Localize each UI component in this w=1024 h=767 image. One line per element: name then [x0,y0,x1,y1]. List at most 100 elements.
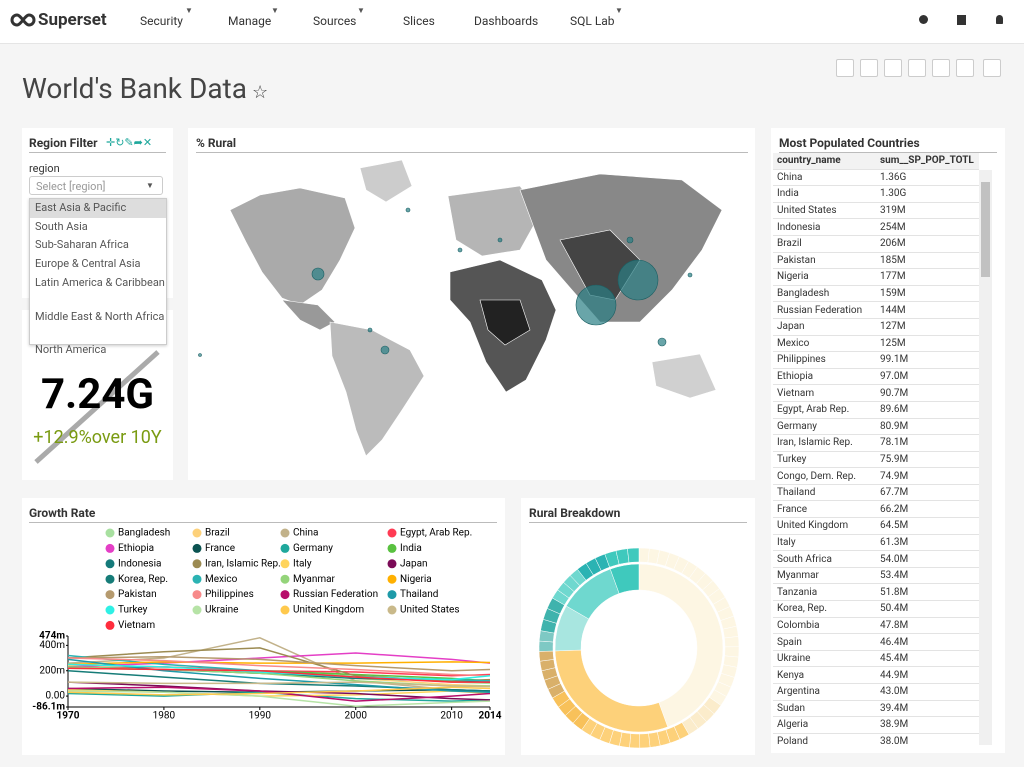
option[interactable]: Middle East & North Africa [35,310,165,323]
table-cell: 53.4M [876,567,979,585]
table-cell: 44.9M [876,666,979,684]
table-row: China 1.36G [773,169,979,187]
nav-item[interactable]: Security [140,14,183,28]
navbar: Superset Security Manage Sources Slices … [0,0,1024,44]
nav-item[interactable]: Sources [313,14,357,28]
nav-item[interactable]: Dashboards [474,14,539,28]
add-button[interactable] [860,59,878,77]
table-row: Mexico 125M [773,335,979,353]
table-row: Nigeria 177M [773,268,979,286]
table-cell: 99.1M [876,351,979,369]
table-cell: 38.0M [876,733,979,748]
table-cell: 144M [876,301,979,319]
table-cell: 159M [876,285,979,303]
docs-icon[interactable] [957,15,966,25]
table-row: Italy 61.3M [773,534,979,552]
table-cell: 206M [876,235,979,253]
table: country_name sum__SP_POP_TOTL China 1.36G In… [773,153,979,748]
change: +12.9%over 10Y [33,427,162,448]
table-cell: 64.5M [876,517,979,535]
table-cell: 38.9M [876,716,979,734]
table-row: Algeria 38.9M [773,716,979,734]
nav-item[interactable]: Manage [228,14,272,28]
filter-button[interactable] [908,59,926,77]
option[interactable]: South Asia [35,219,88,233]
nav-item[interactable]: Slices [403,14,435,28]
caret: ▼ [357,6,365,15]
option[interactable]: Europe & Central Asia [35,256,141,270]
table-cell: United Kingdom [773,517,876,535]
table-cell: Philippines [773,351,876,369]
table-cell: Bangladesh [773,285,876,303]
column-header[interactable]: country_name [773,153,876,170]
column-header[interactable]: sum__SP_POP_TOTL [876,153,979,170]
logo [10,13,36,27]
table-row: Tanzania 51.8M [773,583,979,602]
github-icon[interactable] [919,15,928,24]
table-cell: 90.7M [876,384,979,402]
table-cell: Thailand [773,484,876,502]
save-button[interactable] [983,59,1001,77]
interval-button[interactable] [884,59,902,77]
table-row: Thailand 67.7M [773,484,979,502]
table-cell: 125M [876,335,979,353]
refresh-button[interactable] [836,59,854,77]
dashboard-title: World's Bank Data [22,72,247,105]
table-cell: China [773,169,876,187]
select[interactable]: Select [region] [29,176,163,195]
table-cell: 127M [876,318,979,336]
panel-controls[interactable]: ✛↻✎➦✕ [106,136,153,149]
table-panel: Most Populated Countries country_name sum… [771,128,1005,753]
table-row: France 66.2M [773,500,979,519]
user-icon[interactable] [996,15,1003,24]
caret: ▼ [185,6,193,15]
growth-panel: Growth Rate [22,498,505,755]
table-row: South Africa 54.0M [773,550,979,568]
filter-label: region [29,162,60,175]
table-cell: 54.0M [876,550,979,568]
table-cell: 47.8M [876,617,979,635]
table-cell: 43.0M [876,683,979,701]
brand[interactable]: Superset [38,10,107,30]
table-row: Spain 46.4M [773,633,979,651]
table-cell: Congo, Dem. Rep. [773,467,876,485]
table-cell: Egypt, Arab Rep. [773,401,876,419]
scrollbar[interactable] [979,170,992,745]
table-row: Iran, Islamic Rep. 78.1M [773,434,979,452]
table-cell: 51.8M [876,583,979,602]
star[interactable]: ☆ [252,82,269,103]
table-cell: Kenya [773,666,876,684]
nav-item[interactable]: SQL Lab [570,14,615,28]
table-cell: Spain [773,633,876,651]
option[interactable]: East Asia & Pacific [30,199,166,218]
table-row: Egypt, Arab Rep. 89.6M [773,401,979,419]
panel-title: Rural Breakdown [529,506,747,523]
table-cell: 89.6M [876,401,979,419]
table-row: Congo, Dem. Rep. 74.9M [773,467,979,485]
table-row: United Kingdom 64.5M [773,517,979,535]
caret: ▼ [146,181,154,190]
table-cell: Algeria [773,716,876,734]
table-cell: 45.4M [876,650,979,668]
table-cell: Italy [773,534,876,552]
table-cell: 80.9M [876,418,979,436]
table-row: Kenya 44.9M [773,666,979,684]
option[interactable]: Sub-Saharan Africa [35,238,129,251]
table-cell: Ethiopia [773,368,876,386]
table-row: Indonesia 254M [773,218,979,236]
edit-button[interactable] [956,59,974,77]
table-row: Ukraine 45.4M [773,650,979,668]
scroll-thumb[interactable] [981,182,990,277]
table-cell: Ukraine [773,650,876,668]
option[interactable]: North America [35,343,107,356]
css-button[interactable] [932,59,950,77]
table-row: Myanmar 53.4M [773,567,979,585]
table-cell: 46.4M [876,633,979,651]
dropdown-menu: East Asia & Pacific South Asia Sub-Saharan… [29,198,167,356]
table-row: Ethiopia 97.0M [773,368,979,386]
table-cell: Colombia [773,617,876,635]
table-row: Bangladesh 159M [773,285,979,303]
table-cell: 1.30G [876,185,979,203]
option[interactable]: Latin America & Caribbean [35,276,165,289]
table-cell: 39.4M [876,700,979,718]
